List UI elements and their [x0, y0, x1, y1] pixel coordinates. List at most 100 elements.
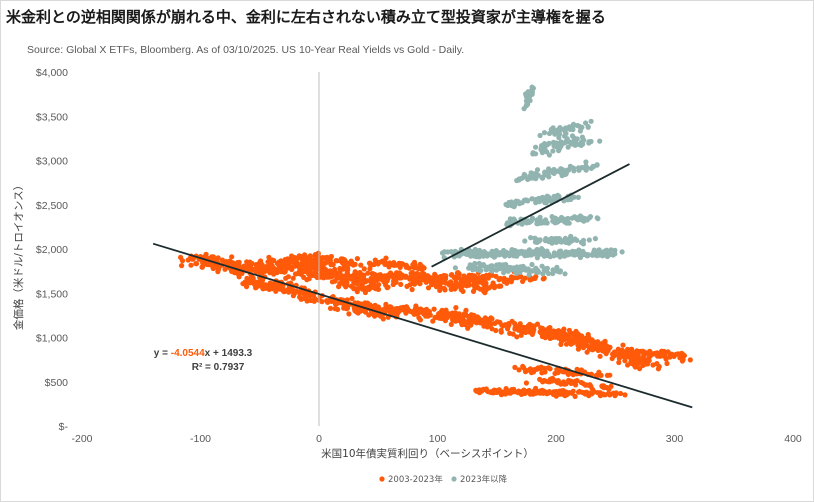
- point-2003-2023: [681, 352, 687, 359]
- point-2023-after: [542, 145, 548, 151]
- point-2003-2023: [530, 391, 536, 397]
- point-2003-2023: [354, 289, 360, 295]
- point-2023-after: [539, 249, 545, 255]
- point-2003-2023: [563, 341, 570, 347]
- y-tick-label: $1,500: [36, 288, 68, 300]
- point-2003-2023: [548, 328, 554, 335]
- point-2003-2023: [361, 272, 367, 278]
- point-2023-after: [534, 246, 540, 253]
- point-2003-2023: [497, 319, 503, 325]
- point-2003-2023: [266, 254, 272, 260]
- point-2003-2023: [417, 317, 423, 323]
- point-2003-2023: [413, 305, 419, 311]
- point-2003-2023: [480, 319, 486, 325]
- point-2003-2023: [269, 258, 275, 264]
- point-2023-after: [529, 215, 536, 221]
- point-2003-2023: [215, 269, 221, 275]
- points-layer: [178, 84, 693, 399]
- point-2003-2023: [610, 351, 616, 357]
- point-2003-2023: [359, 285, 366, 291]
- point-2003-2023: [622, 392, 628, 398]
- point-2003-2023: [608, 383, 614, 389]
- point-2003-2023: [565, 391, 571, 397]
- point-2003-2023: [290, 275, 296, 281]
- point-2023-after: [550, 270, 556, 277]
- point-2003-2023: [568, 380, 574, 386]
- point-2003-2023: [493, 327, 499, 334]
- point-2003-2023: [622, 349, 628, 356]
- point-2003-2023: [511, 320, 518, 327]
- point-2023-after: [579, 124, 585, 130]
- point-2003-2023: [604, 372, 611, 378]
- point-2003-2023: [575, 342, 581, 348]
- point-2003-2023: [297, 290, 303, 296]
- point-2003-2023: [414, 277, 421, 283]
- y-axis-title: 金価格（米ドル/トロイオンス）: [12, 180, 25, 330]
- point-2003-2023: [253, 266, 259, 272]
- point-2003-2023: [558, 330, 564, 336]
- point-2023-after: [570, 237, 576, 243]
- point-2003-2023: [391, 262, 397, 268]
- point-2003-2023: [617, 390, 624, 397]
- point-2003-2023: [429, 282, 435, 288]
- point-2003-2023: [395, 310, 401, 316]
- point-2003-2023: [284, 287, 290, 293]
- point-2003-2023: [481, 288, 487, 294]
- point-2003-2023: [287, 265, 293, 271]
- point-2003-2023: [369, 284, 375, 290]
- point-2003-2023: [326, 269, 332, 275]
- point-2003-2023: [506, 321, 512, 327]
- point-2023-after: [494, 262, 500, 268]
- point-2023-after: [506, 251, 512, 257]
- point-2023-after: [468, 249, 474, 255]
- point-2003-2023: [448, 279, 454, 285]
- point-2003-2023: [343, 260, 350, 266]
- point-2023-after: [597, 138, 603, 144]
- point-2023-after: [563, 130, 569, 137]
- point-2003-2023: [576, 388, 583, 395]
- point-2003-2023: [468, 322, 474, 328]
- point-2003-2023: [600, 391, 606, 397]
- point-2023-after: [536, 269, 542, 275]
- point-2003-2023: [365, 284, 371, 290]
- point-2003-2023: [253, 262, 259, 268]
- point-2003-2023: [330, 261, 336, 268]
- point-2023-after: [555, 192, 561, 198]
- point-2003-2023: [327, 305, 334, 311]
- point-2023-after: [556, 131, 563, 137]
- point-2003-2023: [461, 273, 467, 279]
- point-2003-2023: [307, 253, 313, 259]
- point-2003-2023: [298, 255, 304, 262]
- x-tick-label: -200: [71, 433, 92, 445]
- point-2003-2023: [677, 352, 683, 358]
- point-2003-2023: [376, 282, 382, 288]
- point-2023-after: [546, 152, 553, 158]
- chart-title: 米金利との逆相関関係が崩れる中、金利に左右されない積み立て型投資家が主導権を握る: [6, 8, 606, 26]
- point-2003-2023: [514, 275, 520, 281]
- point-2003-2023: [360, 280, 366, 286]
- point-2003-2023: [335, 306, 341, 312]
- point-2023-after: [530, 268, 536, 274]
- x-axis-ticks: -200 -100 0 100 200 300 400: [71, 433, 801, 445]
- point-2003-2023: [498, 327, 504, 333]
- point-2023-after: [554, 264, 560, 270]
- point-2003-2023: [382, 306, 388, 312]
- point-2003-2023: [664, 360, 670, 367]
- point-2003-2023: [465, 318, 471, 324]
- point-2003-2023: [355, 300, 361, 306]
- point-2023-after: [535, 172, 541, 178]
- point-2003-2023: [367, 266, 373, 272]
- point-2003-2023: [325, 299, 331, 305]
- point-2003-2023: [456, 275, 462, 281]
- point-2003-2023: [203, 251, 209, 257]
- point-2003-2023: [409, 270, 415, 276]
- point-2003-2023: [572, 393, 578, 399]
- point-2003-2023: [362, 289, 368, 296]
- point-2003-2023: [650, 362, 656, 368]
- point-2023-after: [512, 247, 518, 254]
- point-2003-2023: [375, 286, 382, 292]
- point-2003-2023: [387, 270, 394, 276]
- point-2023-after: [483, 250, 489, 256]
- point-2023-after: [541, 130, 548, 136]
